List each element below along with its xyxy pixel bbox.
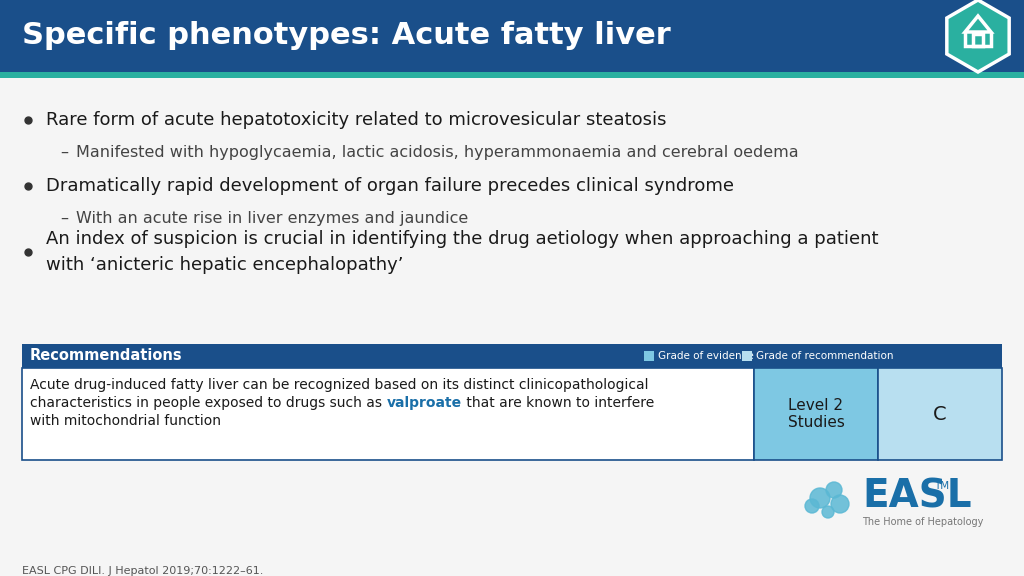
Text: EASL CPG DILI. J Hepatol 2019;70:1222–61.: EASL CPG DILI. J Hepatol 2019;70:1222–61…	[22, 566, 263, 576]
Polygon shape	[947, 0, 1010, 72]
Circle shape	[826, 482, 842, 498]
Text: Rare form of acute hepatotoxicity related to microvesicular steatosis: Rare form of acute hepatotoxicity relate…	[46, 111, 667, 129]
Text: –: –	[60, 145, 68, 160]
Circle shape	[810, 488, 830, 508]
Text: Grade of evidence: Grade of evidence	[658, 351, 754, 361]
FancyBboxPatch shape	[0, 0, 1024, 72]
Text: Acute drug-induced fatty liver can be recognized based on its distinct clinicopa: Acute drug-induced fatty liver can be re…	[30, 378, 648, 392]
Text: The Home of Hepatology: The Home of Hepatology	[862, 517, 983, 527]
Text: Specific phenotypes: Acute fatty liver: Specific phenotypes: Acute fatty liver	[22, 21, 671, 51]
Text: Recommendations: Recommendations	[30, 348, 182, 363]
Circle shape	[831, 495, 849, 513]
Text: An index of suspicion is crucial in identifying the drug aetiology when approach: An index of suspicion is crucial in iden…	[46, 230, 879, 274]
FancyBboxPatch shape	[0, 72, 1024, 78]
Text: TM: TM	[934, 481, 949, 491]
Text: that are known to interfere: that are known to interfere	[462, 396, 653, 410]
Text: characteristics in people exposed to drugs such as: characteristics in people exposed to dru…	[30, 396, 386, 410]
Text: valproate: valproate	[386, 396, 462, 410]
Text: Manifested with hypoglycaemia, lactic acidosis, hyperammonaemia and cerebral oed: Manifested with hypoglycaemia, lactic ac…	[76, 145, 799, 160]
Text: with mitochondrial function: with mitochondrial function	[30, 414, 221, 428]
Text: With an acute rise in liver enzymes and jaundice: With an acute rise in liver enzymes and …	[76, 210, 468, 225]
FancyBboxPatch shape	[878, 368, 1002, 460]
Text: Dramatically rapid development of organ failure precedes clinical syndrome: Dramatically rapid development of organ …	[46, 177, 734, 195]
Text: –: –	[60, 210, 68, 225]
Text: C: C	[933, 404, 947, 423]
Text: Grade of recommendation: Grade of recommendation	[756, 351, 894, 361]
FancyBboxPatch shape	[644, 351, 654, 361]
FancyBboxPatch shape	[22, 344, 1002, 368]
Circle shape	[822, 506, 834, 518]
FancyBboxPatch shape	[754, 368, 878, 460]
FancyBboxPatch shape	[22, 368, 754, 460]
FancyBboxPatch shape	[742, 351, 752, 361]
Circle shape	[805, 499, 819, 513]
Text: EASL: EASL	[862, 477, 972, 515]
Text: Level 2
Studies: Level 2 Studies	[787, 398, 845, 430]
